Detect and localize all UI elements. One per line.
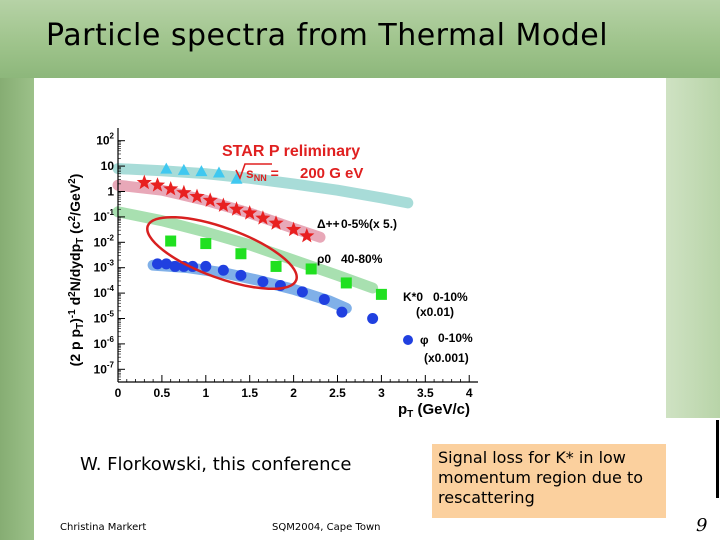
legend-phi-marker [403, 335, 413, 345]
data-point-circle [296, 286, 308, 298]
data-point-star [228, 201, 245, 216]
right-decorative-bar [666, 78, 720, 418]
data-point-star [255, 210, 271, 225]
data-point-star [268, 215, 284, 230]
data-point-square [375, 288, 387, 300]
data-point-circle [257, 276, 269, 288]
data-point-square [235, 248, 247, 260]
data-point-triangle [160, 162, 173, 174]
legend-rho-label: 40-80% [341, 252, 383, 266]
spectra-plot: (2 p pT)-1 d2N/dydpT (c2/GeV2) pT (GeV/c… [60, 120, 490, 430]
signal-loss-note: Signal loss for K* in low momentum regio… [432, 444, 666, 518]
data-point-star [149, 177, 166, 192]
data-point-square [305, 263, 317, 275]
legend-phi-particle: φ [420, 333, 429, 347]
left-decorative-bar [0, 78, 34, 540]
legend-kstar-label: 0-10% [433, 290, 468, 304]
star-preliminary-banner: STAR P reliminary [222, 143, 360, 160]
data-point-star [202, 192, 218, 207]
legend-delta-label: 0-5%(x 5.) [341, 217, 397, 231]
y-tick-label: 10 [101, 159, 115, 173]
right-divider-line [716, 420, 719, 498]
x-axis-label: pT (GeV/c) [398, 401, 470, 420]
data-point-circle [160, 258, 172, 270]
data-point-star [215, 197, 231, 212]
data-point-square [270, 260, 282, 272]
data-point-circle [336, 306, 348, 318]
page-number: 9 [696, 515, 708, 536]
data-point-star [176, 184, 192, 200]
x-tick-label: 2.5 [329, 386, 346, 400]
energy-value: 200 G eV [300, 165, 363, 182]
legend-kstar-particle: K*0 [403, 290, 423, 304]
data-point-star [136, 174, 152, 190]
data-point-circle [152, 258, 164, 270]
legend-phi-scale: (x0.001) [424, 351, 469, 365]
slide-title: Particle spectra from Thermal Model [46, 18, 609, 53]
x-tick-label: 0.5 [154, 386, 171, 400]
footer-author: Christina Markert [60, 522, 147, 533]
data-point-circle [235, 269, 247, 281]
x-tick-label: 4 [466, 386, 473, 400]
legend-phi-label: 0-10% [438, 331, 473, 345]
data-point-triangle [195, 165, 208, 177]
data-point-square [340, 277, 352, 289]
x-tick-label: 0 [115, 386, 122, 400]
data-point-star [286, 221, 302, 237]
legend-delta-particle: Δ++ [317, 217, 340, 231]
model-band-square [112, 206, 379, 294]
data-point-star [299, 228, 315, 243]
x-tick-label: 1 [202, 386, 209, 400]
data-point-circle [367, 313, 379, 324]
data-point-star [189, 188, 205, 204]
citation-caption: W. Florkowski, this conference [80, 454, 352, 475]
data-point-circle [318, 293, 330, 305]
x-tick-label: 2 [290, 386, 297, 400]
title-bar: Particle spectra from Thermal Model [0, 0, 720, 78]
highlight-ellipse [146, 215, 298, 291]
data-point-circle [217, 264, 229, 276]
x-tick-label: 3 [378, 386, 385, 400]
data-point-square [200, 238, 212, 250]
footer-conference: SQM2004, Cape Town [272, 522, 381, 533]
data-point-square [165, 235, 177, 247]
data-point-triangle [177, 163, 190, 175]
x-tick-label: 3.5 [417, 386, 434, 400]
data-point-star [242, 205, 258, 220]
legend-rho-particle: ρ0 [317, 252, 331, 266]
data-point-star [163, 181, 179, 196]
data-point-circle [169, 260, 181, 272]
y-tick-label: 1 [107, 185, 114, 199]
data-point-circle [200, 260, 212, 272]
data-point-triangle [230, 172, 243, 184]
x-tick-label: 1.5 [241, 386, 258, 400]
legend-kstar-scale: (x0.01) [416, 305, 454, 319]
data-point-triangle [212, 166, 225, 178]
